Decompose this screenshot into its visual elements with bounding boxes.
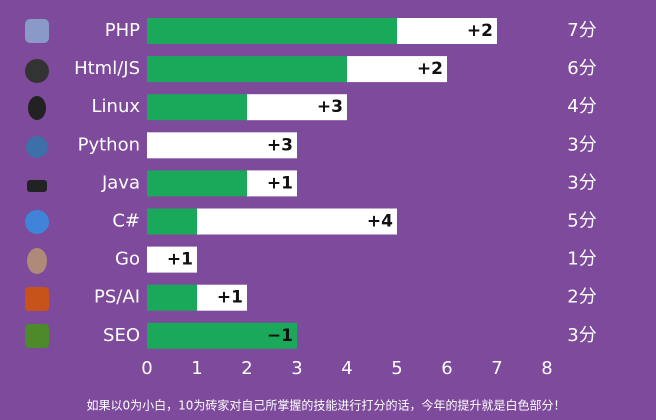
bar-segment: [147, 170, 247, 197]
category-label: Go: [115, 249, 140, 270]
bar-segment: [147, 94, 247, 121]
x-tick-label: 0: [141, 358, 152, 379]
score-label: 3分: [567, 172, 596, 193]
category-label: Python: [78, 134, 140, 155]
x-tick-label: 7: [491, 358, 502, 379]
category-label: Linux: [92, 96, 141, 117]
score-label: 6分: [567, 58, 596, 79]
bar-segment: [147, 18, 397, 44]
icon: [27, 180, 47, 192]
bar-segment: [247, 94, 347, 121]
score-label: 2分: [567, 287, 596, 308]
category-label: Java: [101, 172, 140, 193]
change-label: +3: [317, 97, 343, 117]
x-tick-label: 3: [291, 358, 302, 379]
icons: [25, 19, 49, 348]
score-label: 3分: [567, 325, 596, 346]
bar-segment: [397, 18, 497, 44]
bar-segment: [147, 322, 297, 349]
x-tick-label: 4: [341, 358, 352, 379]
category-label: PHP: [105, 20, 140, 41]
change-label: +1: [217, 288, 243, 308]
change-label: +2: [467, 21, 493, 41]
icon: [25, 59, 49, 83]
icon: [26, 136, 48, 158]
category-label: C#: [112, 211, 140, 232]
change-label: −1: [267, 326, 293, 346]
bar-segment: [347, 56, 447, 83]
bar-segment: [147, 208, 197, 235]
footnote: 如果以0为小白，10为砖家对自己所掌握的技能进行打分的话，今年的提升就是白色部分…: [87, 398, 566, 413]
icon: [28, 96, 46, 120]
category-label: SEO: [103, 325, 140, 346]
score-label: 4分: [567, 96, 596, 117]
icon: [25, 210, 49, 234]
score-label: 5分: [567, 211, 596, 232]
score-label: 1分: [567, 249, 596, 270]
change-label: +3: [267, 135, 293, 155]
change-label: +4: [367, 212, 393, 232]
x-tick-label: 2: [241, 358, 252, 379]
x-tick-label: 8: [541, 358, 552, 379]
x-tick-label: 1: [191, 358, 202, 379]
bar-segment: [197, 208, 397, 235]
bar-segment: [147, 284, 197, 311]
icon: [25, 287, 49, 311]
score-label: 7分: [567, 20, 596, 41]
icon: [27, 248, 47, 274]
bar-segment: [147, 246, 197, 273]
bar-segment: [247, 170, 297, 197]
category-label: Html/JS: [74, 58, 140, 79]
icon: [25, 19, 49, 43]
score-label: 3分: [567, 134, 596, 155]
change-label: +1: [267, 173, 293, 193]
category-label: PS/AI: [94, 287, 140, 308]
change-label: +1: [167, 250, 193, 270]
bar-segment: [147, 56, 347, 83]
change-label: +2: [417, 59, 443, 79]
bar-segment: [147, 132, 297, 159]
x-tick-label: 5: [391, 358, 402, 379]
icon: [25, 324, 49, 348]
x-tick-label: 6: [441, 358, 452, 379]
bar-segment: [197, 284, 247, 311]
